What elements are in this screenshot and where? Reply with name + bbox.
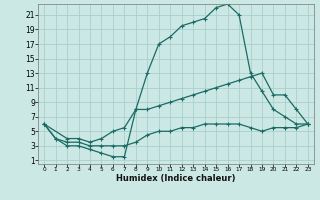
X-axis label: Humidex (Indice chaleur): Humidex (Indice chaleur) — [116, 174, 236, 183]
